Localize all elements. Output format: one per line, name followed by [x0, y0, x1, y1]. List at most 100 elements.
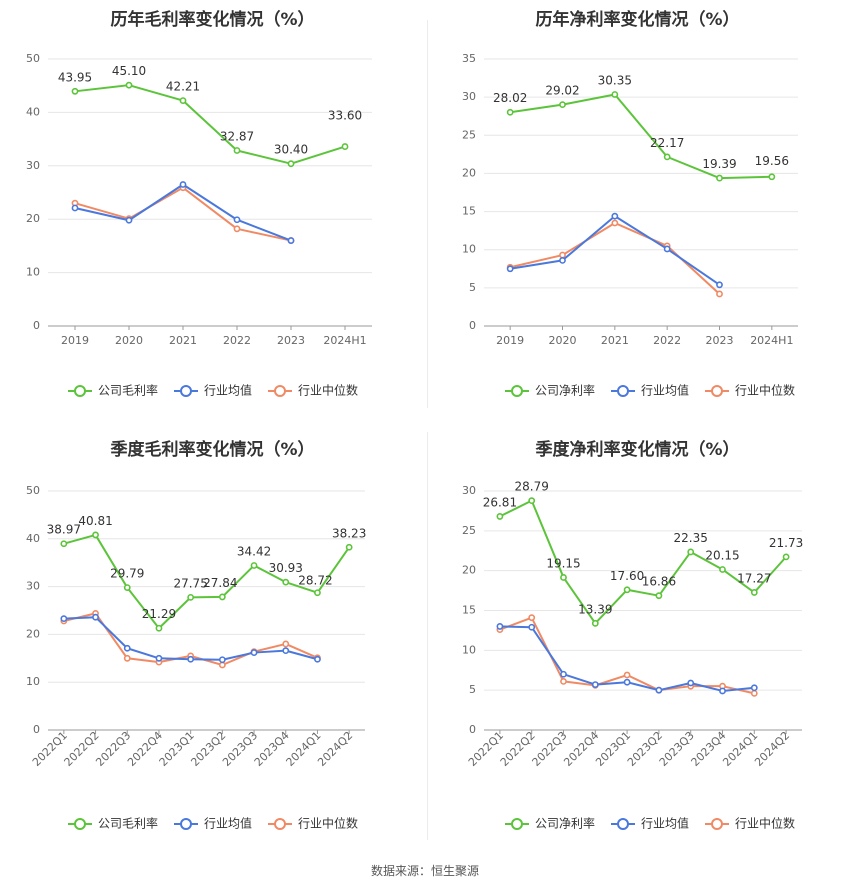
data-point: [750, 589, 758, 596]
legend-marker: [274, 385, 286, 397]
data-label: 26.81: [483, 495, 517, 509]
data-point: [496, 623, 504, 630]
data-point: [663, 245, 671, 253]
chart-title: 季度净利率变化情况（%）: [535, 439, 739, 460]
legend-label: 行业中位数: [298, 383, 358, 398]
data-point: [560, 678, 567, 685]
data-point: [559, 256, 566, 264]
y-tick-label: 30: [26, 580, 40, 593]
data-point: [218, 656, 226, 664]
data-point: [663, 153, 671, 161]
data-point: [560, 574, 567, 581]
data-point: [123, 654, 131, 662]
data-point: [528, 623, 536, 631]
data-label: 32.87: [220, 129, 254, 143]
data-label: 45.10: [112, 64, 146, 78]
data-point: [528, 614, 536, 622]
data-point: [71, 204, 79, 212]
data-label: 33.60: [328, 109, 362, 123]
x-tick-label: 2019: [61, 334, 89, 347]
data-point: [233, 225, 241, 233]
legend-marker: [274, 818, 286, 830]
data-label: 27.75: [173, 576, 207, 590]
data-label: 21.73: [769, 536, 803, 550]
data-label: 28.02: [493, 91, 527, 105]
y-tick-label: 0: [33, 723, 40, 736]
legend-item: 公司净利率: [505, 816, 595, 831]
data-point: [233, 216, 241, 224]
y-tick-label: 15: [462, 604, 476, 617]
legend-marker: [180, 818, 192, 830]
legend-label: 公司毛利率: [98, 816, 158, 831]
legend-marker: [617, 385, 629, 397]
data-point: [314, 589, 321, 597]
data-label: 22.35: [674, 531, 708, 545]
data-label: 19.15: [546, 556, 580, 570]
legend-marker: [511, 385, 523, 397]
chart-annual-gross-margin: 历年毛利率变化情况（%） 0 10 20 30 40 50 2019 2020 2021 2022 2…: [26, 9, 372, 398]
legend-label: 行业均值: [204, 816, 252, 831]
data-point: [750, 689, 758, 697]
series-line: [63, 533, 350, 630]
data-label: 20.15: [705, 548, 739, 562]
y-tick-label: 0: [469, 723, 476, 736]
y-tick-label: 25: [462, 524, 476, 537]
legend-label: 行业中位数: [298, 816, 358, 831]
legend-marker: [511, 818, 523, 830]
data-point: [716, 174, 723, 182]
data-point: [179, 181, 187, 188]
data-point: [92, 531, 99, 539]
data-point: [623, 586, 631, 594]
series-line: [499, 499, 787, 625]
data-point: [655, 592, 663, 600]
data-point: [528, 497, 536, 505]
data-point: [250, 562, 258, 569]
y-tick-label: 10: [462, 243, 476, 256]
series-line: [74, 84, 346, 165]
legend-item: 行业均值: [174, 383, 252, 398]
data-point: [719, 566, 726, 573]
data-label: 21.29: [142, 607, 176, 621]
legend-marker: [74, 385, 86, 397]
data-point: [496, 513, 504, 520]
data-label: 22.17: [650, 136, 684, 150]
data-point: [282, 640, 290, 648]
y-tick-label: 20: [462, 564, 476, 577]
y-tick-label: 15: [462, 205, 476, 218]
y-tick-label: 0: [469, 319, 476, 332]
data-label: 34.42: [237, 544, 271, 558]
chart-title: 季度毛利率变化情况（%）: [110, 439, 314, 460]
y-tick-label: 0: [33, 319, 40, 332]
series-line: [510, 215, 721, 286]
legend-label: 行业均值: [641, 816, 689, 831]
data-label: 19.56: [755, 154, 789, 168]
legend-item: 行业均值: [611, 816, 689, 831]
series-line: [74, 186, 292, 242]
data-point: [250, 649, 258, 656]
legend-label: 公司净利率: [535, 383, 595, 398]
data-point: [560, 670, 567, 678]
data-point: [155, 654, 163, 662]
data-point: [559, 101, 566, 109]
legend-marker: [617, 818, 629, 830]
x-tick-label: 2024Q2: [752, 729, 792, 769]
data-point: [125, 81, 133, 89]
x-tick-label: 2021: [169, 334, 197, 347]
data-point: [218, 593, 226, 601]
data-point: [687, 548, 695, 556]
y-tick-label: 40: [26, 532, 40, 545]
x-tick-label: 2023: [706, 334, 734, 347]
data-point: [218, 661, 226, 669]
data-point: [591, 681, 599, 688]
data-point: [623, 671, 631, 679]
legend-label: 行业中位数: [735, 816, 795, 831]
legend-marker: [180, 385, 192, 397]
y-tick-label: 10: [462, 643, 476, 656]
y-tick-label: 30: [26, 159, 40, 172]
x-tick-label: 2019: [496, 334, 524, 347]
legend-item: 行业均值: [611, 383, 689, 398]
y-tick-label: 10: [26, 675, 40, 688]
legend-label: 行业中位数: [735, 383, 795, 398]
y-tick-label: 40: [26, 105, 40, 118]
data-point: [125, 216, 133, 224]
